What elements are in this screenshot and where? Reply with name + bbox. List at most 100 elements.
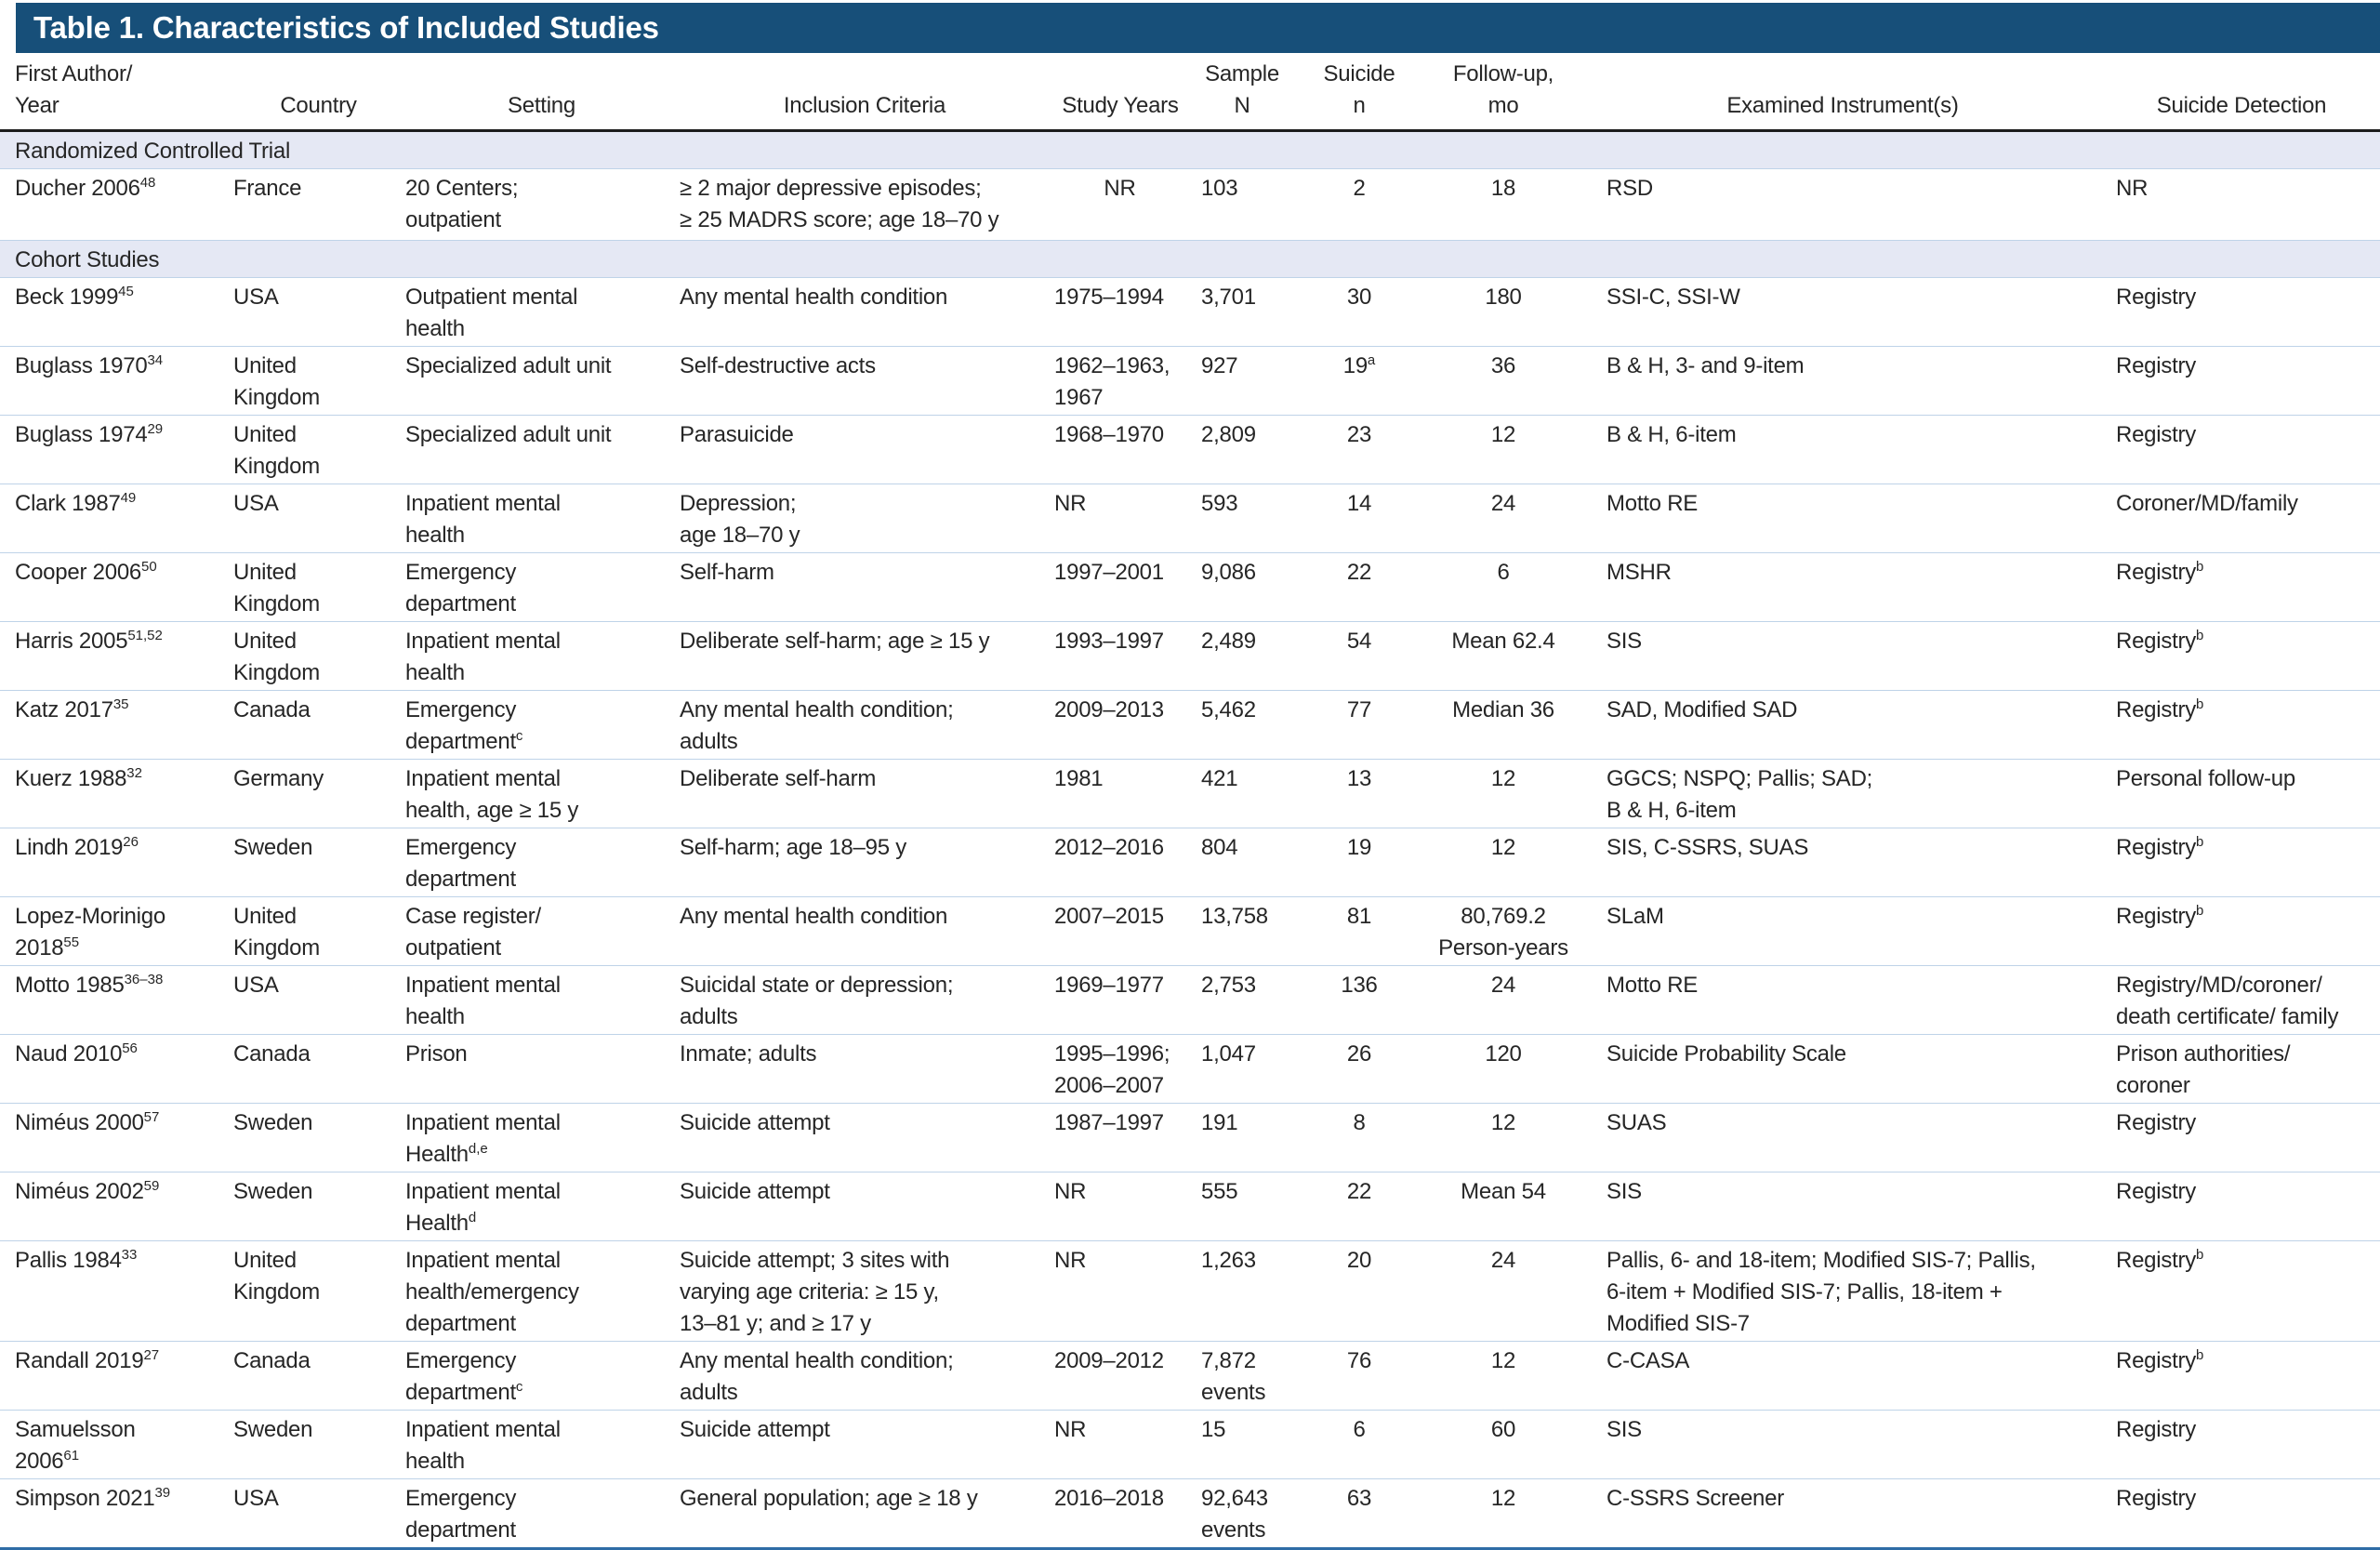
cell-suicide-n: 81	[1294, 897, 1424, 966]
cell-study-years: 1993–1997	[1051, 622, 1190, 691]
suicide-n-text: 77	[1346, 697, 1372, 722]
country-text: Sweden	[233, 1417, 313, 1442]
cell-country: USA	[232, 1479, 404, 1549]
detection-text: Registry	[2116, 353, 2197, 378]
cell-setting: Emergency departmentc	[404, 1342, 679, 1411]
detection-text: Registry	[2116, 560, 2197, 585]
cell-setting: Specialized adult unit	[404, 416, 679, 484]
author-text: Samuelsson 2006	[15, 1417, 136, 1474]
cell-detection: Registryb	[2103, 1241, 2380, 1342]
cell-follow-up: 12	[1424, 760, 1582, 828]
inclusion-text: Self-destructive acts	[680, 353, 876, 378]
cell-follow-up: 12	[1424, 416, 1582, 484]
cell-follow-up: 60	[1424, 1411, 1582, 1479]
cell-country: United Kingdom	[232, 553, 404, 622]
suicide-n-text: 13	[1346, 766, 1372, 791]
cell-inclusion: Parasuicide	[679, 416, 1051, 484]
cell-setting: Inpatient mental Healthd	[404, 1172, 679, 1241]
cell-study-years: 1968–1970	[1051, 416, 1190, 484]
cell-study-years: 2016–2018	[1051, 1479, 1190, 1549]
sample-n-text: 555	[1201, 1179, 1238, 1204]
suicide-n-text: 30	[1346, 285, 1372, 310]
cell-author: Buglass 197034	[0, 347, 232, 416]
sample-n-text: 421	[1201, 766, 1238, 791]
instruments-text: C-CASA	[1606, 1348, 1690, 1373]
cell-author: Naud 201056	[0, 1035, 232, 1104]
suicide-n-text: 54	[1346, 629, 1372, 654]
cell-instruments: SUAS	[1582, 1104, 2103, 1172]
cell-follow-up: Mean 54	[1424, 1172, 1582, 1241]
cell-inclusion: Deliberate self-harm	[679, 760, 1051, 828]
cell-instruments: Motto RE	[1582, 484, 2103, 553]
cell-sample-n: 1,263	[1190, 1241, 1294, 1342]
setting-text: Emergency department	[405, 1486, 517, 1543]
cell-setting: Inpatient mental health	[404, 1411, 679, 1479]
cell-follow-up: 12	[1424, 828, 1582, 897]
cell-follow-up: 36	[1424, 347, 1582, 416]
cell-instruments: B & H, 6-item	[1582, 416, 2103, 484]
cell-suicide-n: 63	[1294, 1479, 1424, 1549]
detection-text: Registry	[2116, 1417, 2197, 1442]
author-superscript: 61	[63, 1448, 80, 1464]
table-row: Niméus 200057 Sweden Inpatient mental Heal…	[0, 1103, 2380, 1172]
author-superscript: 45	[118, 284, 134, 299]
cell-follow-up: Median 36	[1424, 691, 1582, 760]
cell-sample-n: 2,489	[1190, 622, 1294, 691]
cell-inclusion: Any mental health condition	[679, 278, 1051, 347]
cell-inclusion: Depression; age 18–70 y	[679, 484, 1051, 553]
instruments-text: MSHR	[1606, 560, 1672, 585]
author-text: Buglass 1970	[15, 353, 148, 378]
cell-instruments: SAD, Modified SAD	[1582, 691, 2103, 760]
cell-author: Harris 200551,52	[0, 622, 232, 691]
cell-country: Sweden	[232, 1411, 404, 1479]
inclusion-text: Suicidal state or depression; adults	[680, 973, 954, 1029]
detection-superscript: b	[2196, 1347, 2204, 1363]
table-row: Samuelsson 200661 Sweden Inpatient mental …	[0, 1410, 2380, 1479]
setting-text: Inpatient mental health	[405, 973, 561, 1029]
country-text: United Kingdom	[233, 560, 320, 616]
column-header-follow-up-mo: Follow-up, mo	[1424, 53, 1582, 132]
study-years-text: 2012–2016	[1054, 835, 1164, 860]
cell-inclusion: Suicide attempt	[679, 1104, 1051, 1172]
cell-country: Germany	[232, 760, 404, 828]
detection-superscript: b	[2196, 559, 2204, 575]
detection-superscript: b	[2196, 696, 2204, 712]
follow-up-text: 12	[1490, 1110, 1516, 1135]
table-header: First Author/ Year Country Setting Inclu…	[0, 53, 2380, 132]
inclusion-text: Deliberate self-harm; age ≥ 15 y	[680, 629, 990, 654]
suicide-n-text: 6	[1353, 1417, 1366, 1442]
cell-study-years: 1995–1996; 2006–2007	[1051, 1035, 1190, 1104]
cell-inclusion: Self-harm	[679, 553, 1051, 622]
cell-study-years: 1969–1977	[1051, 966, 1190, 1035]
cell-suicide-n: 19	[1294, 828, 1424, 897]
country-text: United Kingdom	[233, 904, 320, 960]
section-label: Randomized Controlled Trial	[15, 139, 291, 164]
cell-suicide-n: 14	[1294, 484, 1424, 553]
cell-study-years: 1962–1963, 1967	[1051, 347, 1190, 416]
instruments-text: SAD, Modified SAD	[1606, 697, 1798, 722]
cell-inclusion: Suicidal state or depression; adults	[679, 966, 1051, 1035]
inclusion-text: Any mental health condition; adults	[680, 697, 954, 754]
follow-up-text: 12	[1490, 1348, 1516, 1373]
cell-suicide-n: 22	[1294, 553, 1424, 622]
cell-instruments: GGCS; NSPQ; Pallis; SAD; B & H, 6-item	[1582, 760, 2103, 828]
detection-text: Registry/MD/coroner/ death certificate/ …	[2116, 973, 2339, 1029]
study-years-text: 1997–2001	[1054, 560, 1164, 585]
setting-superscript: d,e	[468, 1141, 488, 1157]
setting-text: Inpatient mental health, age ≥ 15 y	[405, 766, 579, 823]
column-header-suicide-n: Suicide n	[1294, 53, 1424, 132]
country-text: Germany	[233, 766, 324, 791]
sample-n-text: 5,462	[1201, 697, 1256, 722]
author-text: Motto 1985	[15, 973, 125, 998]
study-years-text: 1968–1970	[1054, 422, 1164, 447]
follow-up-text: 18	[1490, 176, 1516, 201]
detection-text: Registry	[2116, 904, 2197, 929]
cell-suicide-n: 76	[1294, 1342, 1424, 1411]
cell-suicide-n: 23	[1294, 416, 1424, 484]
follow-up-text: 12	[1490, 835, 1516, 860]
inclusion-text: General population; age ≥ 18 y	[680, 1486, 978, 1511]
section-header-row: Randomized Controlled Trial	[0, 130, 2380, 169]
instruments-text: SUAS	[1606, 1110, 1667, 1135]
cell-detection: Registryb	[2103, 828, 2380, 897]
author-text: Pallis 1984	[15, 1248, 122, 1273]
